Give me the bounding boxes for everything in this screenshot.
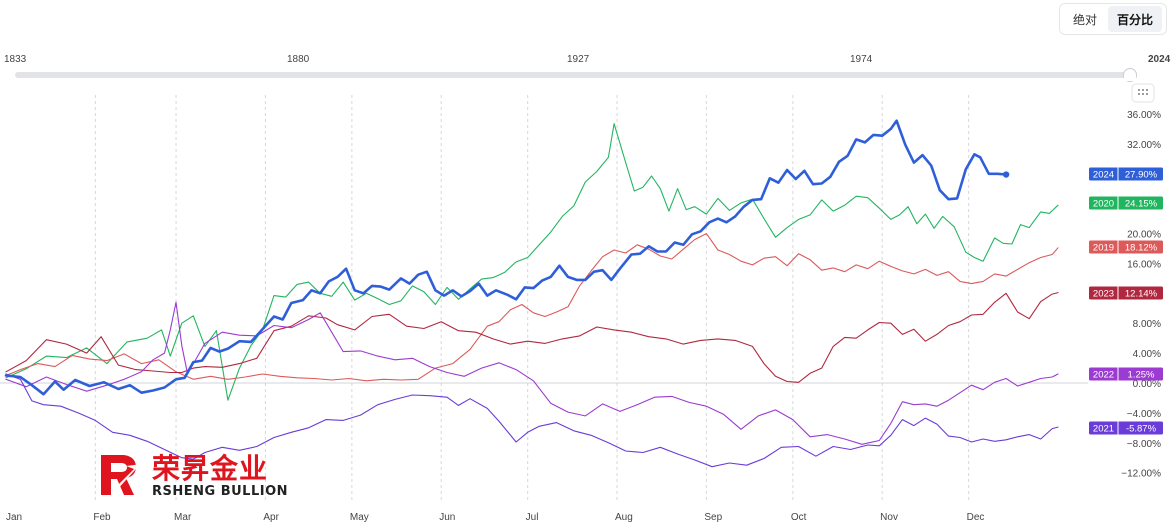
slider-tick-label: 2024 — [1148, 54, 1171, 65]
end-label-box — [1089, 167, 1163, 181]
y-tick-label: −8.00% — [1127, 439, 1161, 450]
series-line-2021 — [5, 373, 1059, 468]
absolute-mode-button[interactable]: 绝对 — [1072, 12, 1097, 27]
drag-grip-icon[interactable] — [1131, 83, 1155, 103]
slider-tick-label: 1833 — [4, 54, 27, 65]
x-tick-label: Feb — [93, 512, 111, 523]
slider-tick-label: 1880 — [287, 54, 310, 65]
end-label-2019: 2019 18.12% — [1089, 240, 1163, 254]
end-label-value: 12.14% — [1125, 289, 1158, 300]
end-label-2020: 2020 24.15% — [1089, 196, 1163, 210]
end-label-year: 2019 — [1093, 243, 1114, 254]
end-label-box — [1089, 286, 1163, 300]
x-axis-labels: Jan Feb Mar Apr May Jun Jul Aug Sep Oct Nov Dec — [6, 512, 984, 523]
slider-tick-label: 1927 — [567, 54, 590, 65]
end-label-2022: 2022 1.25% — [1089, 367, 1163, 381]
end-label-value: 1.25% — [1128, 370, 1155, 381]
series-line-2023 — [5, 292, 1059, 383]
series-line-2020 — [5, 123, 1059, 401]
end-label-year: 2022 — [1093, 370, 1114, 381]
brand-logo: 荣昇金业 RSHENG BULLION — [98, 449, 288, 501]
y-tick-label: 0.00% — [1133, 379, 1161, 390]
end-label-2021: 2021 -5.87% — [1089, 421, 1163, 435]
year-range-slider[interactable]: 1833 1880 1927 1974 2024 — [4, 54, 1171, 82]
x-tick-label: Oct — [791, 512, 807, 523]
x-tick-label: Mar — [174, 512, 192, 523]
slider-handle-cover — [1124, 75, 1136, 81]
x-tick-label: Jan — [6, 512, 22, 523]
series-line-2024 — [4, 119, 1008, 396]
end-label-2023: 2023 12.14% — [1089, 286, 1163, 300]
x-tick-label: Apr — [263, 512, 279, 523]
slider-track[interactable] — [15, 72, 1135, 78]
brand-name-cn: 荣昇金业 — [152, 452, 269, 485]
end-label-year: 2020 — [1093, 199, 1114, 210]
x-tick-label: Sep — [704, 512, 722, 523]
end-label-box — [1089, 367, 1163, 381]
y-tick-label: 20.00% — [1127, 230, 1161, 241]
end-label-box — [1089, 421, 1163, 435]
y-tick-label: 8.00% — [1133, 319, 1161, 330]
end-label-value: -5.87% — [1126, 424, 1157, 435]
series-line-2022 — [5, 301, 1059, 445]
end-label-2024: 2024 27.90% — [1089, 167, 1163, 181]
series-line-2019 — [5, 233, 1059, 382]
brand-name-en: RSHENG BULLION — [152, 484, 289, 499]
series-end-point-2024 — [1002, 171, 1010, 178]
y-tick-label: −4.00% — [1127, 409, 1161, 420]
y-tick-label: −12.00% — [1121, 469, 1161, 480]
x-tick-label: Jun — [439, 512, 455, 523]
slider-tick-labels: 1833 1880 1927 1974 2024 — [4, 54, 1171, 65]
x-tick-label: Nov — [880, 512, 898, 523]
percent-mode-button[interactable]: 百分比 — [1107, 6, 1162, 32]
end-label-value: 27.90% — [1125, 170, 1158, 181]
end-label-box — [1089, 196, 1163, 210]
end-label-year: 2024 — [1093, 170, 1114, 181]
end-label-value: 18.12% — [1125, 243, 1158, 254]
series-end-labels: 2024 27.90% 2020 24.15% 2019 18.12% 2023 12.14%… — [1089, 167, 1163, 435]
x-tick-label: Aug — [615, 512, 633, 523]
scale-mode-toggle: 绝对 百分比 — [1058, 3, 1167, 35]
y-tick-label: 32.00% — [1127, 140, 1161, 151]
end-label-year: 2021 — [1093, 424, 1114, 435]
brand-r-arrow-icon — [101, 455, 142, 495]
end-label-box — [1089, 240, 1163, 254]
x-tick-label: May — [350, 512, 369, 523]
series-lines — [4, 119, 1059, 468]
y-tick-label: 36.00% — [1127, 110, 1161, 121]
y-tick-label: 4.00% — [1133, 349, 1161, 360]
end-label-value: 24.15% — [1125, 199, 1158, 210]
x-tick-label: Jul — [526, 512, 539, 523]
month-gridlines — [94, 95, 970, 500]
slider-tick-label: 1974 — [850, 54, 873, 65]
x-tick-label: Dec — [967, 512, 985, 523]
y-tick-label: 16.00% — [1127, 259, 1161, 270]
end-label-year: 2023 — [1093, 289, 1114, 300]
